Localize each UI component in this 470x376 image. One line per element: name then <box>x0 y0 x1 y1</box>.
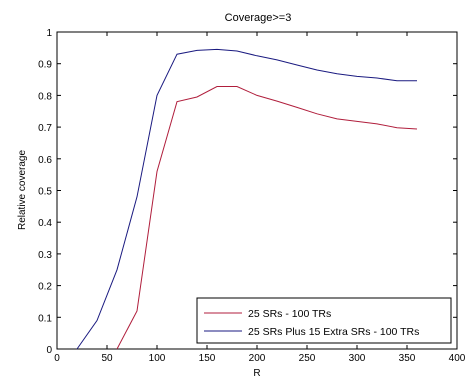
series-layer <box>76 48 418 350</box>
x-tick-label: 100 <box>149 353 166 364</box>
y-tick-label: 0.6 <box>38 155 52 166</box>
x-tick-label: 50 <box>101 353 113 364</box>
y-tick-label: 0 <box>46 345 52 356</box>
y-tick-label: 0.9 <box>38 60 52 71</box>
y-tick-label: 0.3 <box>38 250 52 261</box>
x-tick-label: 250 <box>299 353 316 364</box>
x-tick-label: 350 <box>399 353 416 364</box>
plot-area <box>56 31 458 350</box>
x-tick-label: 400 <box>449 353 466 364</box>
legend-box <box>196 297 452 344</box>
legend: 25 SRs - 100 TRs 25 SRs Plus 15 Extra SR… <box>196 297 452 344</box>
y-tick-label: 0.7 <box>38 123 52 134</box>
axis-ticks: 0 50 100 150 200 250 300 350 400 0 0.1 0.2 0.3 0.4 0.5… <box>38 28 466 364</box>
x-tick-label: 200 <box>249 353 266 364</box>
y-tick-label: 0.5 <box>38 187 52 198</box>
y-tick-label: 0.4 <box>38 218 52 229</box>
y-axis-label: Relative coverage <box>17 150 28 230</box>
x-tick-label: 300 <box>349 353 366 364</box>
y-tick-label: 0.1 <box>38 313 52 324</box>
series-line-2 <box>76 48 417 350</box>
y-tick-label: 1 <box>46 28 52 39</box>
x-tick-label: 150 <box>199 353 216 364</box>
legend-label-2: 25 SRs Plus 15 Extra SRs - 100 TRs <box>248 326 419 338</box>
chart-title: Coverage>=3 <box>225 12 292 24</box>
y-tick-label: 0.2 <box>38 282 52 293</box>
x-axis-label: R <box>253 368 260 376</box>
legend-label-1: 25 SRs - 100 TRs <box>248 308 331 320</box>
x-tick-label: 0 <box>54 353 60 364</box>
series-line-1 <box>116 86 418 350</box>
y-tick-label: 0.8 <box>38 91 52 102</box>
